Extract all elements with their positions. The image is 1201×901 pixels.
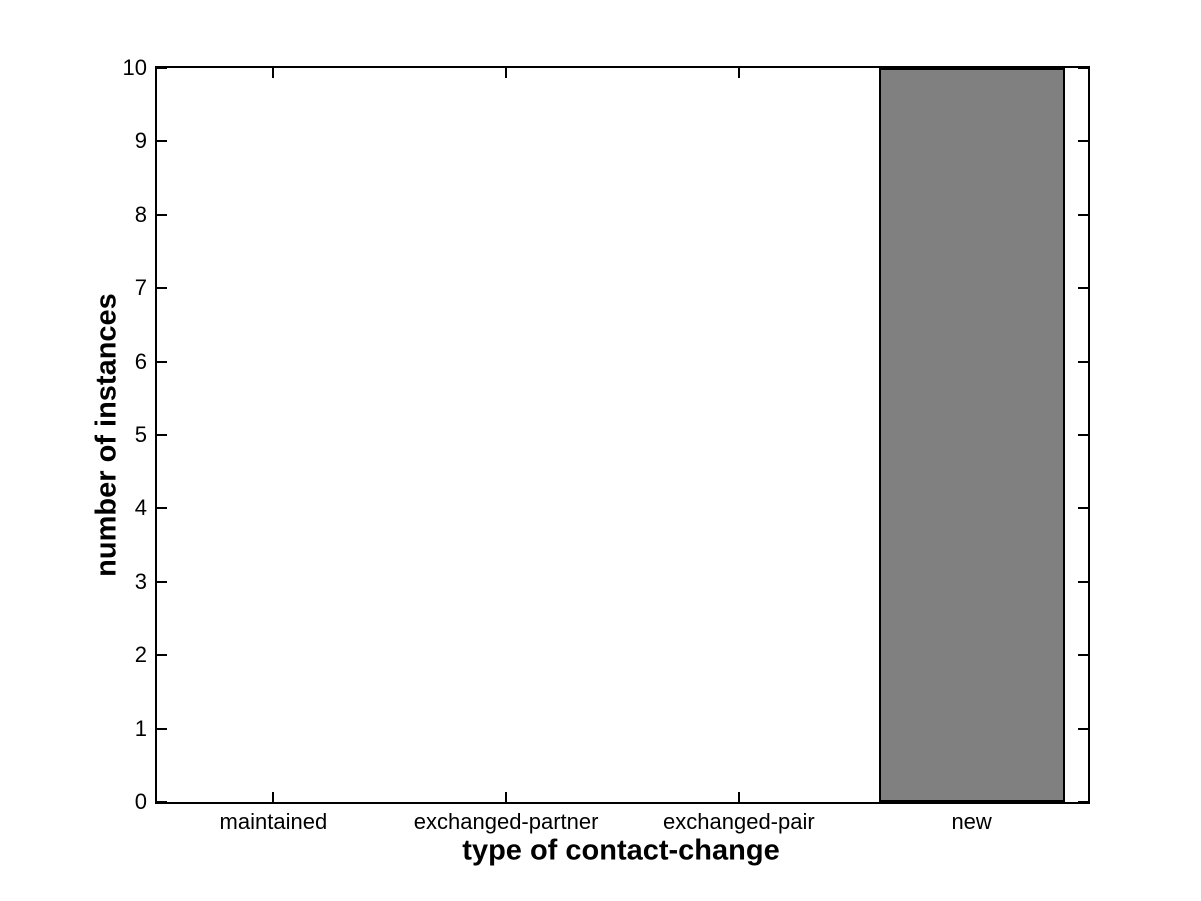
y-tick-left [157,580,167,583]
y-tick-label: 0 [134,789,147,814]
y-tick-label: 1 [134,715,147,741]
x-tick-bottom [272,792,275,802]
y-tick-left [157,507,167,510]
y-tick-label: 4 [134,495,147,521]
x-tick-label: exchanged-partner [413,809,599,834]
y-tick-right [1078,654,1088,657]
y-tick-label: 9 [134,128,147,154]
y-tick-label: 7 [134,275,147,301]
y-tick-left [157,727,167,730]
y-tick-left [157,434,167,436]
y-axis-label: number of instances [90,293,123,577]
y-tick-left [157,140,167,143]
y-tick-label: 2 [134,642,147,668]
y-tick-left [157,213,167,216]
y-tick-right [1078,801,1088,803]
y-tick-right [1078,287,1088,290]
x-tick-top [505,68,508,78]
x-axis-label: type of contact-change [462,834,780,867]
y-tick-label: 5 [134,422,147,447]
y-tick-right [1078,67,1088,69]
plot-area: 0 1 2 3 4 5 6 7 8 9 10 maintained exchanged-partner e… [123,57,1090,833]
x-tick-top [272,68,275,78]
x-tick-bottom [737,792,740,802]
y-tick-label: 6 [134,348,147,374]
y-tick-right [1078,434,1088,436]
y-tick-left [157,67,167,69]
y-tick-right [1078,507,1088,510]
y-tick-right [1078,360,1088,363]
x-tick-label: new [951,809,992,834]
x-tick-top [737,68,740,78]
y-tick-label: 10 [122,55,147,80]
y-tick-right [1078,213,1088,216]
y-tick-label: 3 [134,568,147,594]
y-tick-label: 8 [134,201,147,227]
y-tick-left [157,801,167,803]
y-tick-left [157,654,167,657]
x-tick-label: exchanged-pair [663,809,815,834]
bar-new [878,68,1065,802]
y-tick-right [1078,580,1088,583]
x-tick-label: maintained [219,809,328,834]
y-tick-right [1078,140,1088,143]
y-tick-right [1078,727,1088,730]
y-tick-left [157,287,167,290]
y-tick-left [157,360,167,363]
x-tick-bottom [505,792,508,802]
